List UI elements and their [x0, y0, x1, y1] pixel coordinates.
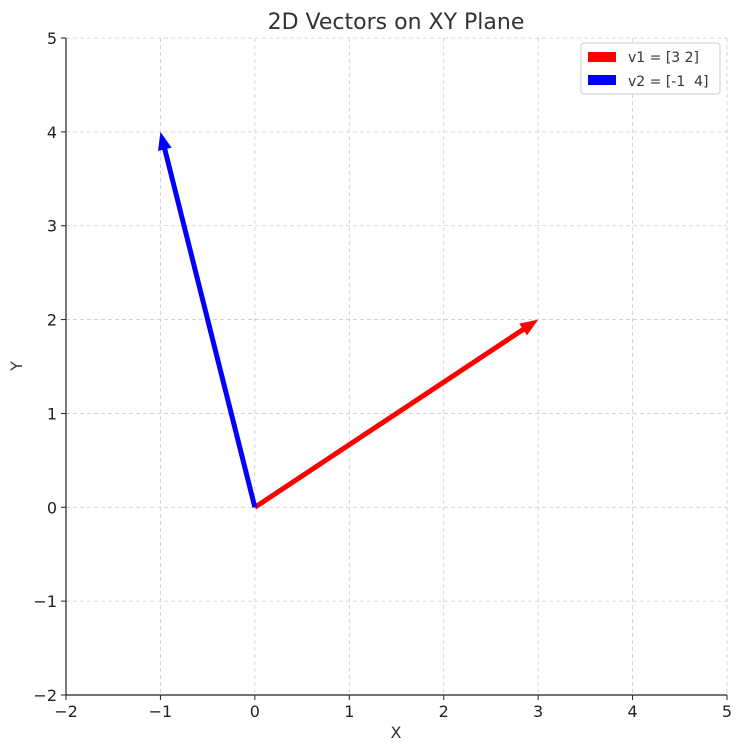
tick-labels: −2 −1 0 1 2 3 4 5 −2 −1 0 1 2 3 4 5	[33, 29, 732, 721]
x-tick-label: −2	[54, 702, 78, 721]
legend-swatch-v1	[588, 52, 616, 62]
legend-label-v1: v1 = [3 2]	[628, 50, 699, 66]
y-tick-label: 0	[47, 498, 57, 517]
axes	[61, 37, 728, 700]
vector-v2	[158, 131, 258, 508]
x-tick-label: 4	[627, 702, 637, 721]
vector-v1	[253, 319, 539, 510]
legend: v1 = [3 2] v2 = [-1 4]	[580, 42, 721, 95]
legend-swatch-v2	[588, 75, 616, 85]
y-tick-label: 1	[47, 404, 57, 423]
y-tick-label: −2	[33, 686, 57, 705]
x-tick-label: 0	[250, 702, 260, 721]
chart-title: 2D Vectors on XY Plane	[268, 10, 525, 35]
x-tick-label: 3	[533, 702, 543, 721]
x-tick-label: −1	[149, 702, 173, 721]
y-tick-label: 4	[47, 123, 57, 142]
y-tick-label: 3	[47, 217, 57, 236]
x-tick-label: 2	[439, 702, 449, 721]
x-tick-label: 5	[722, 702, 732, 721]
vectors	[158, 131, 539, 510]
x-tick-label: 1	[344, 702, 354, 721]
grid-lines	[65, 37, 728, 696]
legend-label-v2: v2 = [-1 4]	[628, 74, 709, 90]
y-tick-label: 2	[47, 311, 57, 330]
y-tick-label: −1	[33, 592, 57, 611]
y-tick-label: 5	[47, 29, 57, 48]
x-axis-label: X	[391, 723, 402, 742]
y-axis-label: Y	[7, 361, 26, 372]
